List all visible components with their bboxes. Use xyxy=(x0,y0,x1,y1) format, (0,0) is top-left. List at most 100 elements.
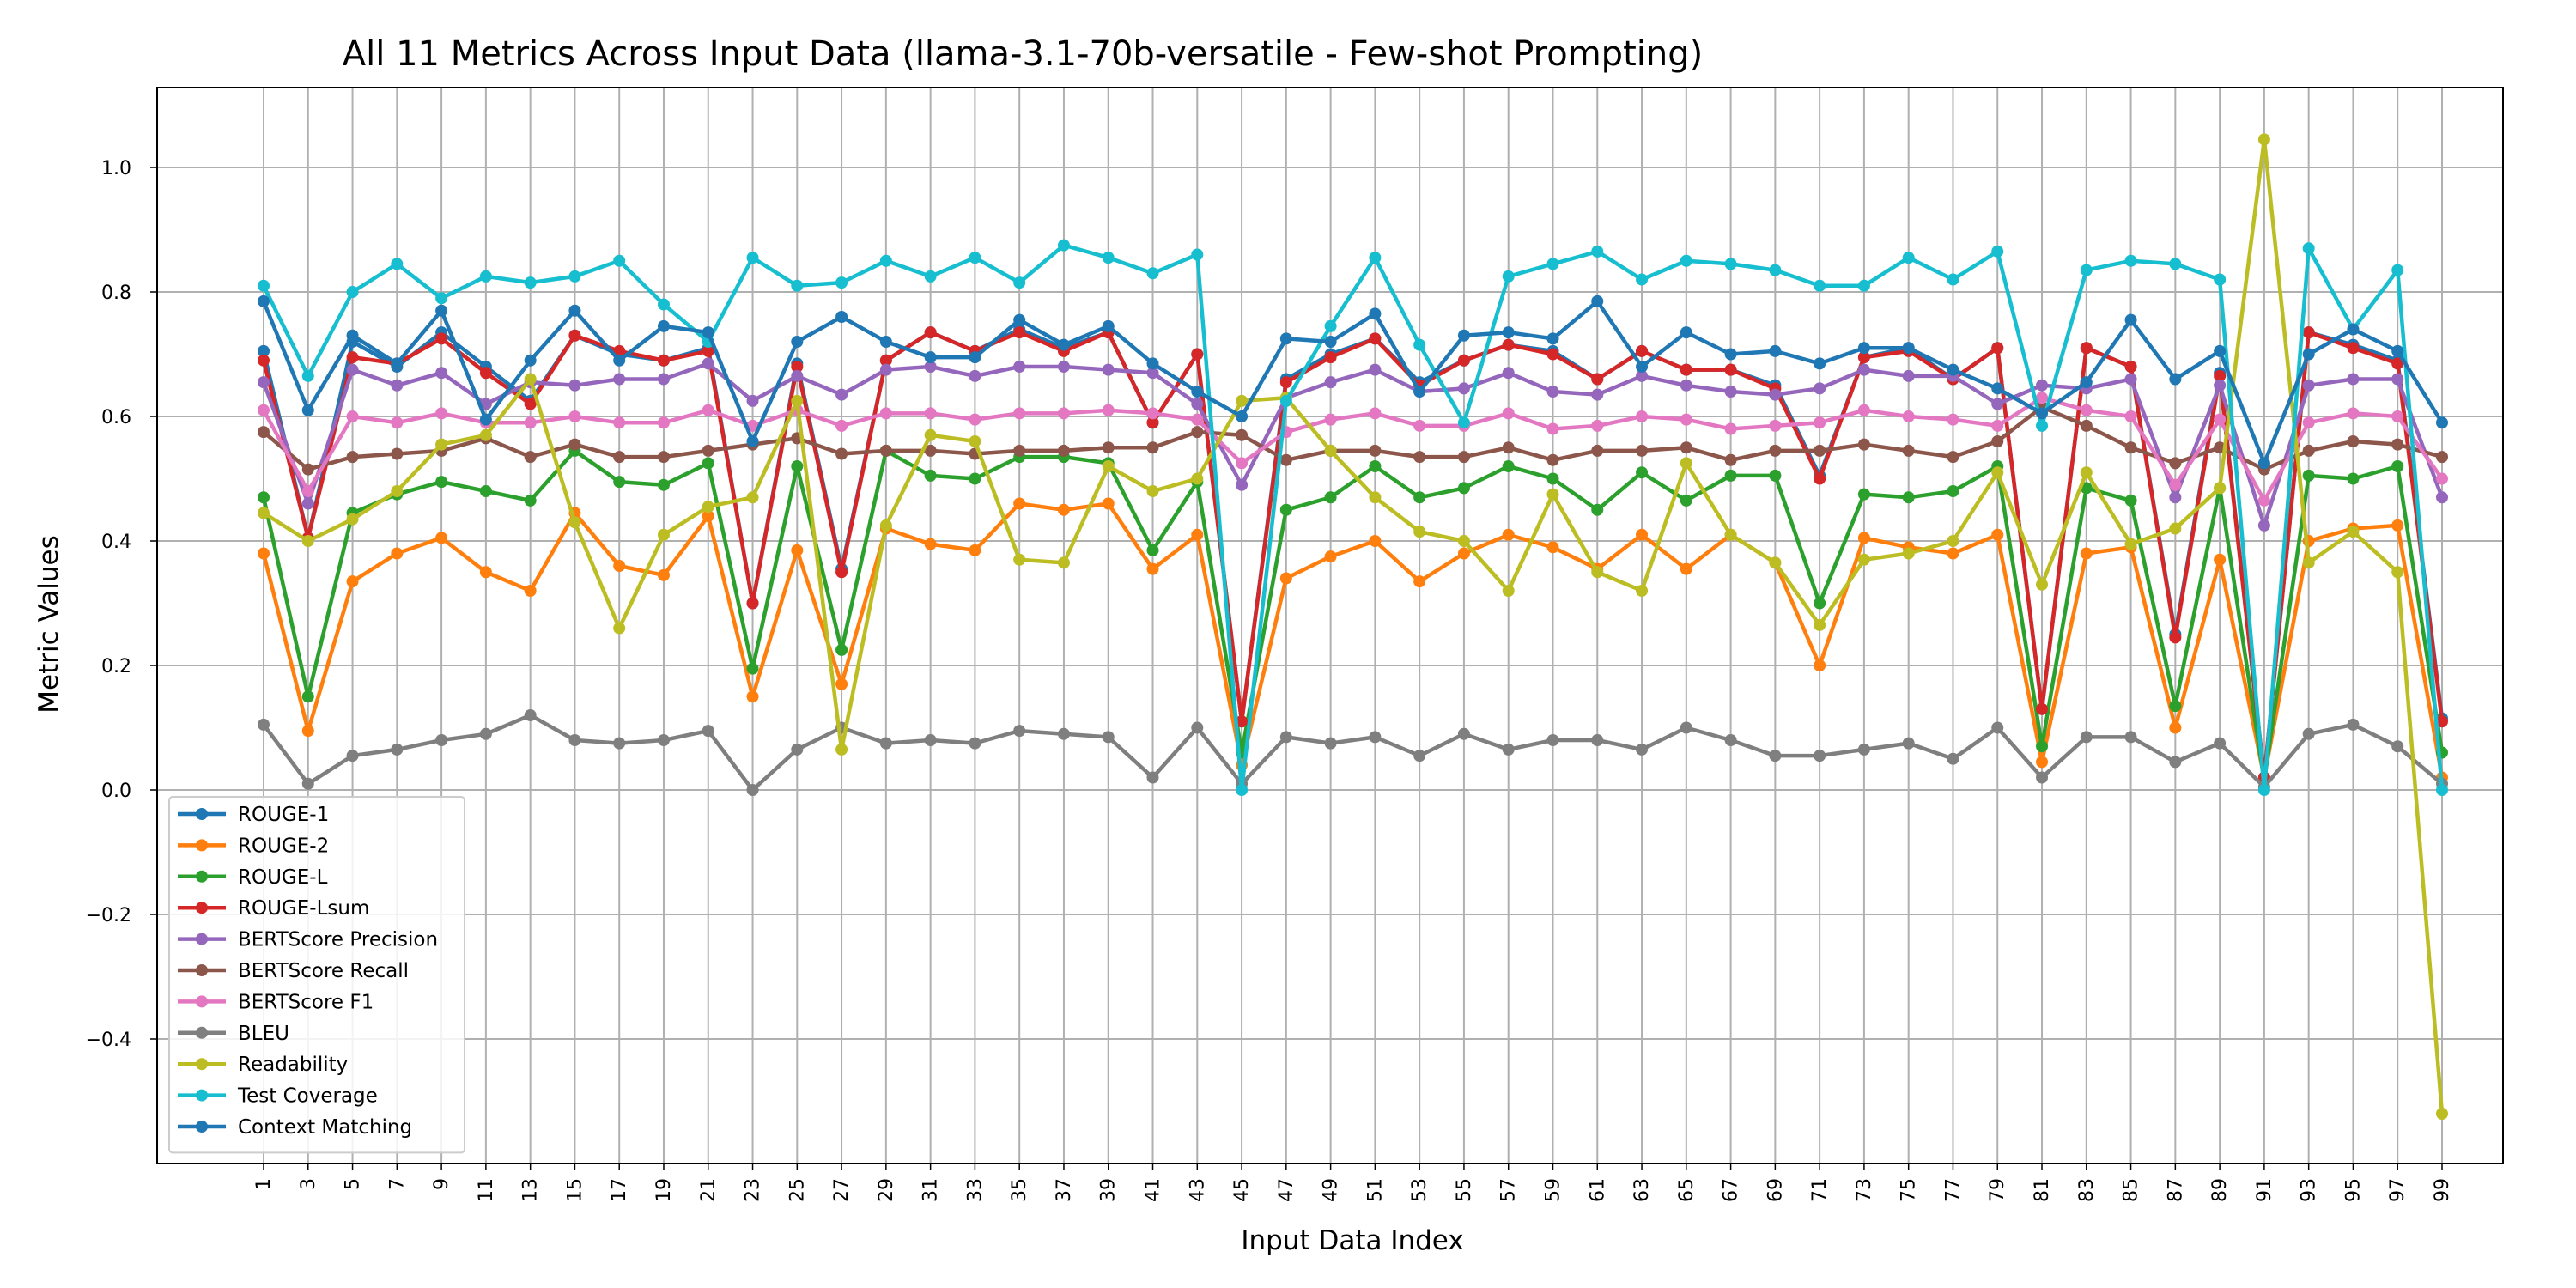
data-point xyxy=(1991,342,2004,355)
data-point xyxy=(879,444,892,457)
data-point xyxy=(1902,369,1915,382)
data-point xyxy=(1591,503,1604,516)
data-point xyxy=(879,737,892,750)
data-point xyxy=(1013,725,1026,738)
data-point xyxy=(2347,323,2360,336)
data-point xyxy=(1102,404,1115,416)
legend-item: Readability xyxy=(178,1054,348,1076)
data-point xyxy=(1680,379,1692,392)
data-point xyxy=(2036,740,2049,753)
data-point xyxy=(924,361,937,373)
data-point xyxy=(524,709,537,721)
legend-label: BERTScore Precision xyxy=(238,929,438,951)
data-point xyxy=(2302,444,2315,457)
legend-item: ROUGE-1 xyxy=(178,804,329,826)
data-point xyxy=(258,426,270,439)
data-point xyxy=(2036,771,2049,784)
data-point xyxy=(1724,258,1737,270)
legend-label: BERTScore F1 xyxy=(238,991,374,1013)
data-point xyxy=(1324,319,1337,332)
data-point xyxy=(568,329,581,342)
data-point xyxy=(1502,528,1515,541)
data-point xyxy=(2391,410,2404,422)
data-point xyxy=(879,354,892,367)
data-point xyxy=(1636,344,1649,357)
data-point xyxy=(1502,407,1515,420)
y-axis-label: Metric Values xyxy=(33,535,64,714)
data-point xyxy=(1413,419,1426,432)
data-point xyxy=(1502,585,1515,597)
data-point xyxy=(1457,382,1470,395)
data-point xyxy=(969,435,981,447)
data-point xyxy=(2436,715,2448,728)
data-point xyxy=(2080,419,2093,432)
data-point xyxy=(258,376,270,389)
series-line xyxy=(261,501,2445,780)
data-point xyxy=(435,332,448,345)
data-point xyxy=(1413,526,1426,538)
data-point xyxy=(1724,528,1737,541)
x-tick-label: 19 xyxy=(653,1178,675,1202)
data-point xyxy=(1636,466,1649,479)
data-point xyxy=(1991,528,2004,541)
data-point xyxy=(1279,394,1292,407)
x-tick-label: 79 xyxy=(1987,1178,2008,1202)
data-point xyxy=(1413,338,1426,351)
data-point xyxy=(1814,357,1826,370)
data-point xyxy=(568,379,581,392)
legend-item: BERTScore Precision xyxy=(178,929,438,951)
data-point xyxy=(2169,700,2182,713)
data-point xyxy=(391,416,404,429)
data-point xyxy=(1057,407,1070,420)
data-point xyxy=(2257,519,2270,532)
data-point xyxy=(1636,585,1649,597)
data-point xyxy=(791,460,804,472)
data-point xyxy=(1769,344,1782,357)
legend-swatch-marker xyxy=(196,808,208,820)
data-point xyxy=(301,725,314,738)
data-point xyxy=(746,597,759,610)
series-line xyxy=(262,137,2445,1115)
data-point xyxy=(1902,342,1915,355)
data-point xyxy=(1902,737,1915,750)
x-tick-label: 51 xyxy=(1364,1178,1386,1202)
data-point xyxy=(1636,444,1649,457)
data-point xyxy=(1546,258,1559,270)
data-point xyxy=(1413,575,1426,588)
data-point xyxy=(2391,357,2404,370)
data-point xyxy=(2036,419,2049,432)
legend-label: ROUGE-1 xyxy=(238,804,329,826)
data-point xyxy=(791,369,804,382)
data-point xyxy=(1279,376,1292,389)
data-point xyxy=(1236,478,1249,491)
data-point xyxy=(924,407,937,420)
data-point xyxy=(613,451,626,464)
data-point xyxy=(346,286,359,298)
data-point xyxy=(835,743,848,756)
data-point xyxy=(391,357,404,370)
x-tick-label: 31 xyxy=(920,1178,942,1202)
data-point xyxy=(1680,562,1692,575)
data-point xyxy=(2436,416,2448,429)
data-point xyxy=(1057,338,1070,351)
y-tick-label: 0.2 xyxy=(101,656,131,677)
data-point xyxy=(791,544,804,556)
data-point xyxy=(835,388,848,401)
data-point xyxy=(969,351,981,364)
gridlines xyxy=(157,88,2503,1163)
x-tick-label: 93 xyxy=(2299,1178,2320,1202)
x-tick-label: 9 xyxy=(431,1178,453,1190)
data-point xyxy=(1991,435,2004,447)
data-point xyxy=(1146,441,1159,454)
data-point xyxy=(1102,497,1115,510)
x-tick-label: 39 xyxy=(1098,1178,1120,1202)
data-point xyxy=(1546,332,1559,345)
data-point xyxy=(1057,444,1070,457)
data-point xyxy=(2347,526,2360,538)
data-point xyxy=(1236,410,1249,422)
data-point xyxy=(2391,566,2404,579)
data-point xyxy=(1102,319,1115,332)
data-point xyxy=(924,538,937,550)
data-point xyxy=(1636,369,1649,382)
data-point xyxy=(1369,491,1382,504)
